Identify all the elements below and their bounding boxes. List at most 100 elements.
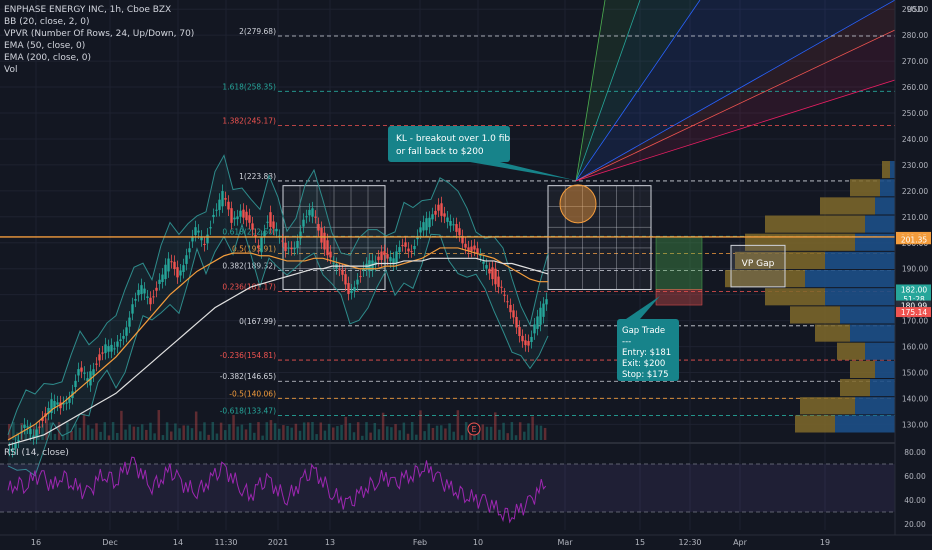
volume-bar <box>37 427 40 440</box>
price-badge[interactable] <box>896 300 931 311</box>
legend-vpvr[interactable]: VPVR (Number Of Rows, 24, Up/Down, 70) <box>4 29 195 39</box>
gann-fan[interactable] <box>575 0 896 182</box>
bb-lower <box>7 223 549 477</box>
price-tick-label[interactable]: 190.00 <box>902 265 928 274</box>
time-tick-label[interactable]: 19 <box>820 538 830 547</box>
price-badge[interactable] <box>896 307 931 318</box>
volume-bar <box>323 430 327 440</box>
time-tick-label[interactable]: 12:30 <box>678 538 701 547</box>
time-tick-label[interactable]: 13 <box>325 538 335 547</box>
time-tick-label[interactable]: 2021 <box>268 538 288 547</box>
vp-row-down <box>805 270 895 288</box>
rsi-tick-label[interactable]: 80.00 <box>904 448 926 457</box>
rsi-tick-label[interactable]: 60.00 <box>904 472 926 481</box>
price-badge[interactable] <box>896 234 931 245</box>
rsi-tick-label[interactable]: 20.00 <box>904 520 926 529</box>
gap-trade-line: Exit: $200 <box>622 359 665 369</box>
gap-trade-line: --- <box>622 337 631 347</box>
price-tick-label[interactable]: 160.00 <box>902 343 928 352</box>
time-tick-label[interactable]: Dec <box>102 538 117 547</box>
time-axis[interactable]: 16 Dec 14 11:30 2021 13 Feb 10 Mar 15 12:30 Apr 19 <box>0 534 932 547</box>
price-tick-label[interactable]: 260.00 <box>902 83 928 92</box>
time-tick-label[interactable]: Mar <box>557 538 573 547</box>
candle-body <box>83 372 86 374</box>
vp-gap-box[interactable] <box>730 244 786 288</box>
price-axis[interactable]: 130.00140.00150.00160.00170.00180.00190.… <box>894 0 932 550</box>
candle-body <box>470 246 473 251</box>
vp-row-down <box>875 197 895 215</box>
price-tick-label[interactable]: 240.00 <box>902 135 928 144</box>
price-tick-label[interactable]: 290.00 <box>902 5 928 14</box>
callouts[interactable]: KL - breakout over 1.0 fib or fall back t… <box>388 126 679 381</box>
symbol-title[interactable]: ENPHASE ENERGY INC, 1h, Cboe BZX <box>4 5 172 15</box>
rsi-legend[interactable]: RSI (14, close) <box>4 448 69 458</box>
gann-fan-ray <box>575 0 606 181</box>
candle-body <box>398 247 401 253</box>
price-badge-label[interactable]: 175.14 <box>901 308 927 317</box>
candle-body <box>101 352 104 354</box>
price-tick-label[interactable]: 270.00 <box>902 57 928 66</box>
earnings-marker-label[interactable]: E <box>471 425 476 434</box>
legend-bb[interactable]: BB (20, close, 2, 0) <box>4 17 90 27</box>
volume-bar <box>182 425 185 440</box>
time-tick-label[interactable]: 10 <box>473 538 483 547</box>
candle-body <box>521 335 524 342</box>
candle-body <box>134 299 137 301</box>
candle-body <box>485 265 488 269</box>
rsi-line <box>7 456 547 524</box>
candle-body <box>104 344 107 354</box>
candle-body <box>314 216 317 218</box>
volume-bar <box>427 423 431 440</box>
time-tick-label[interactable]: 16 <box>31 538 41 547</box>
kl-callout-box[interactable] <box>388 126 510 162</box>
vp-row-up <box>815 324 850 342</box>
price-badge-label[interactable]: 182.00 <box>901 285 927 294</box>
price-badge[interactable] <box>896 284 931 295</box>
candle-body <box>116 341 119 347</box>
pivot-circle[interactable] <box>559 184 597 224</box>
price-axis-bg <box>895 0 932 550</box>
legend-ema200[interactable]: EMA (200, close, 0) <box>4 53 92 63</box>
volume-bar <box>527 423 530 440</box>
earnings-marker[interactable] <box>467 422 481 436</box>
time-tick-label[interactable]: Feb <box>413 538 427 547</box>
volume-profile <box>725 161 895 433</box>
rsi-tick-label[interactable]: 40.00 <box>904 496 926 505</box>
price-badge-label[interactable]: 201.35 <box>901 235 927 244</box>
stop-zone[interactable] <box>655 289 703 306</box>
price-badge-label[interactable]: 51:28 <box>903 295 925 304</box>
price-badge-label[interactable]: 180.99 <box>901 302 927 311</box>
price-tick-label[interactable]: 280.00 <box>902 31 928 40</box>
time-tick-label[interactable]: 14 <box>173 538 183 547</box>
candle-body <box>299 231 302 239</box>
price-tick-label[interactable]: 150.00 <box>902 369 928 378</box>
candle-body <box>170 261 173 263</box>
volume-bar <box>327 423 331 440</box>
legend-vol[interactable]: Vol <box>4 65 18 75</box>
price-tick-label[interactable]: 210.00 <box>902 213 928 222</box>
time-tick-label[interactable]: Apr <box>733 538 748 547</box>
price-tick-label[interactable]: 220.00 <box>902 187 928 196</box>
legend-ema50[interactable]: EMA (50, close, 0) <box>4 41 86 51</box>
time-tick-label[interactable]: 15 <box>635 538 645 547</box>
price-tick-label[interactable]: 140.00 <box>902 394 928 403</box>
vp-row-down <box>855 233 895 251</box>
price-tick-label[interactable]: 130.00 <box>902 420 928 429</box>
price-tick-label[interactable]: 170.00 <box>902 317 928 326</box>
price-tick-label[interactable]: 250.00 <box>902 109 928 118</box>
price-tick-label[interactable]: 230.00 <box>902 161 928 170</box>
gap-trade-box[interactable] <box>617 319 679 381</box>
candle-body <box>209 227 212 229</box>
time-tick-label[interactable]: 11:30 <box>214 538 237 547</box>
gap-trade-pointer <box>626 296 660 319</box>
price-badge[interactable] <box>896 294 931 305</box>
currency-label[interactable]: USD <box>907 5 923 14</box>
volume-bar <box>82 413 86 440</box>
candle-body <box>458 228 461 236</box>
candle-body <box>131 304 134 314</box>
target-zone[interactable] <box>655 236 703 290</box>
candle-body <box>320 227 323 243</box>
candle-body <box>188 248 191 253</box>
candle-body <box>269 212 272 227</box>
